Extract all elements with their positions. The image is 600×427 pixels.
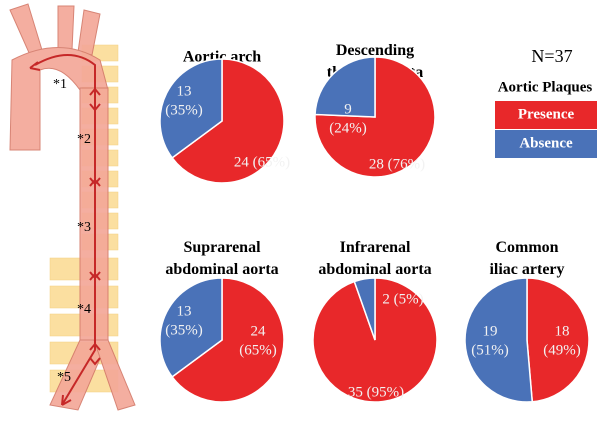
pie-slice: [159, 277, 223, 378]
anatomy-diagram: [9, 3, 136, 411]
value-label: 24 (65%): [239, 324, 277, 359]
segment-label: *5: [57, 370, 71, 385]
segment-label: *4: [77, 302, 91, 317]
segment-label: *2: [77, 132, 91, 147]
value-label: 18 (49%): [543, 324, 581, 359]
pie-slice: [171, 58, 285, 184]
pie-slice: [353, 277, 376, 341]
value-label: 28 (76%): [369, 156, 425, 172]
legend-title: Aortic Plaques: [498, 79, 593, 95]
pie-title: Suprarenal abdominal aorta: [165, 239, 278, 278]
legend-label: Absence: [519, 135, 573, 151]
pie-slice: [464, 277, 534, 403]
segment-label: *1: [53, 77, 67, 92]
pie-slice: [314, 56, 376, 118]
value-label: 24 (65%): [234, 154, 290, 170]
pie-slice: [526, 277, 590, 403]
value-label: 13 (35%): [165, 304, 203, 339]
n-label: N=37: [531, 46, 572, 66]
segment-label: *3: [77, 220, 91, 235]
pie-title: Infrarenal abdominal aorta: [318, 239, 431, 278]
value-label: 9 (24%): [329, 102, 367, 137]
pie-slice: [171, 277, 285, 403]
pie-slice: [159, 58, 223, 159]
legend-swatch: [495, 101, 597, 129]
value-label: 35 (95%): [348, 384, 404, 400]
value-label: 2 (5%): [382, 291, 423, 307]
pie-title: Common iliac artery: [489, 239, 564, 278]
value-label: 19 (51%): [471, 324, 509, 359]
legend-label: Presence: [518, 106, 575, 122]
legend-swatch: [495, 130, 597, 158]
value-label: 13 (35%): [165, 84, 203, 119]
